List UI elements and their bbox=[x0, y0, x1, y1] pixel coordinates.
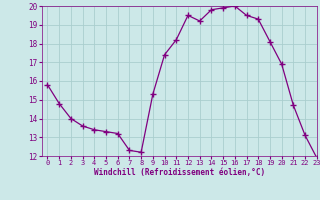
X-axis label: Windchill (Refroidissement éolien,°C): Windchill (Refroidissement éolien,°C) bbox=[94, 168, 265, 177]
